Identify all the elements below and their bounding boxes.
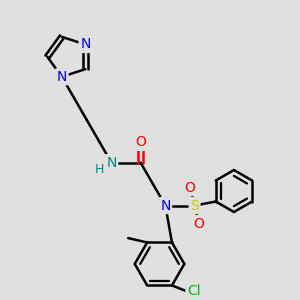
Text: S: S <box>190 199 199 213</box>
Text: Cl: Cl <box>187 284 201 298</box>
Text: O: O <box>194 217 204 231</box>
Text: N: N <box>57 70 67 84</box>
Text: N: N <box>80 38 91 52</box>
Text: H: H <box>94 164 104 176</box>
Text: N: N <box>160 199 171 213</box>
Text: N: N <box>106 156 117 170</box>
Text: O: O <box>185 181 196 194</box>
Text: O: O <box>135 135 146 149</box>
